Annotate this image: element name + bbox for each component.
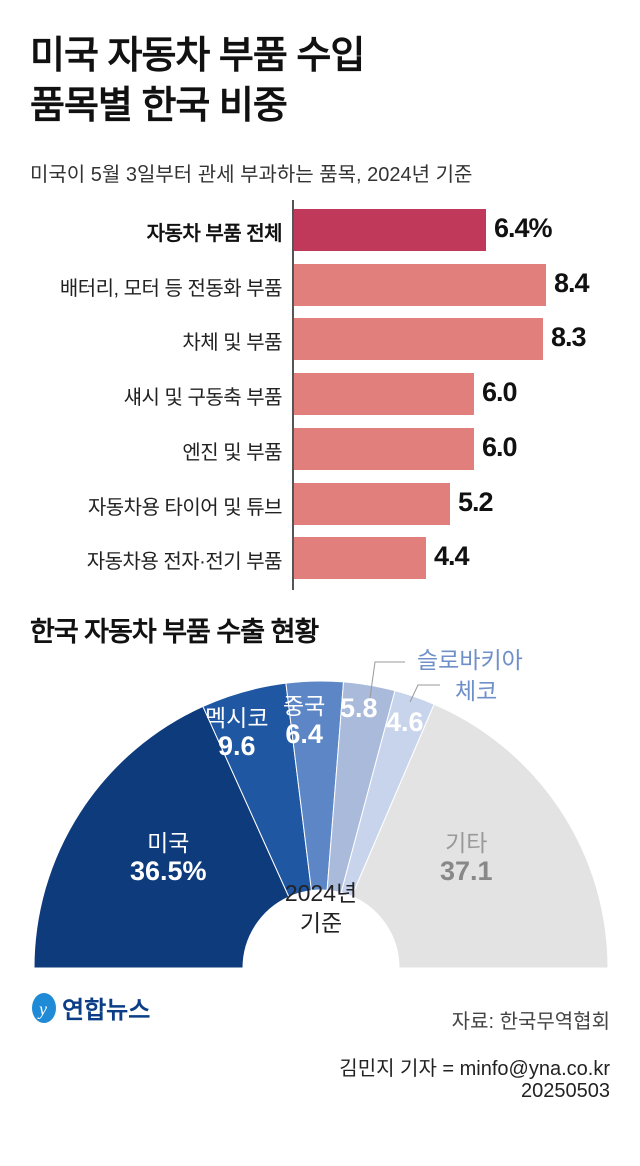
bar-label: 엔진 및 부품 [182,441,282,464]
slice-name-outside: 슬로바키아 [417,647,523,673]
bar-label: 자동차 부품 전체 [146,223,283,245]
slice-label: 미국 36.5% [130,830,207,887]
bar-value: 6.0 [482,377,518,408]
slice-name: 멕시코 [205,705,269,731]
bar [294,318,543,361]
svg-text:y: y [37,999,47,1019]
bar-value: 6.4% [494,213,553,243]
slice-label: 멕시코 9.6 [205,705,268,762]
bar-value: 5.2 [458,486,494,517]
logo-icon: y [32,992,56,1023]
slice-label: 4.6 [386,707,424,738]
reporter: 김민지 기자 = minfo@yna.co.kr [339,1058,610,1080]
bar-value: 4.4 [434,541,470,572]
bar-value: 6.0 [482,431,518,462]
bar [294,209,486,251]
axis-line [292,200,294,590]
slice-name: 중국 [283,693,326,719]
bar [294,482,450,525]
slice-usa [33,705,290,969]
bar-label: 차체 및 부품 [182,332,282,355]
bar-chart: 자동차 부품 전체 6.4% 배터리, 모터 등 전동화 부품 8.4 차체 및 부품 8… [0,195,640,595]
bar [294,537,426,580]
yonhap-logo: y 연합뉴스 [30,990,150,1025]
slice-value: 37.1 [440,856,493,887]
byline: 김민지 기자 = minfo@yna.co.kr 20250503 [339,1058,610,1102]
bar-value: 8.3 [551,322,587,353]
bar [294,263,546,306]
bar-label: 자동차용 타이어 및 튜브 [87,496,283,519]
bar [294,373,474,416]
source: 자료: 한국무역협회 [451,1011,610,1033]
title-line2: 품목별 한국 비중 [30,85,288,127]
slice-value: 4.6 [386,707,424,737]
center-label: 기준 [299,910,343,936]
slice-label: 기타 37.1 [440,830,493,887]
slice-value: 5.8 [340,693,378,723]
slice-label: 중국 6.4 [283,693,325,750]
bar-label: 자동차용 전자·전기 부품 [86,551,283,574]
center-label: 2024년 [284,880,358,906]
bar-label: 섀시 및 구동축 부품 [123,387,283,410]
bar-label: 배터리, 모터 등 전동화 부품 [59,277,283,300]
bar-value: 8.4 [554,267,590,298]
pie-title: 한국 자동차 부품 수출 현황 [30,617,319,647]
logo-text: 연합뉴스 [62,997,151,1024]
half-donut-chart [33,680,609,969]
slice-value: 9.6 [217,731,256,762]
slice-name: 미국 [147,830,190,856]
subtitle: 미국이 5월 3일부터 관세 부과하는 품목, 2024년 기준 [30,164,473,186]
slice-value: 6.4 [285,719,323,750]
slice-value: 36.5% [130,856,207,887]
bar [294,427,474,470]
slice-name-outside: 체코 [455,678,498,704]
leader-lines [369,661,440,703]
slice-other [351,703,609,969]
date: 20250503 [521,1080,610,1102]
slice-name: 기타 [445,830,488,856]
slice-label: 5.8 [340,693,378,724]
title-line1: 미국 자동차 부품 수입 [30,35,365,77]
